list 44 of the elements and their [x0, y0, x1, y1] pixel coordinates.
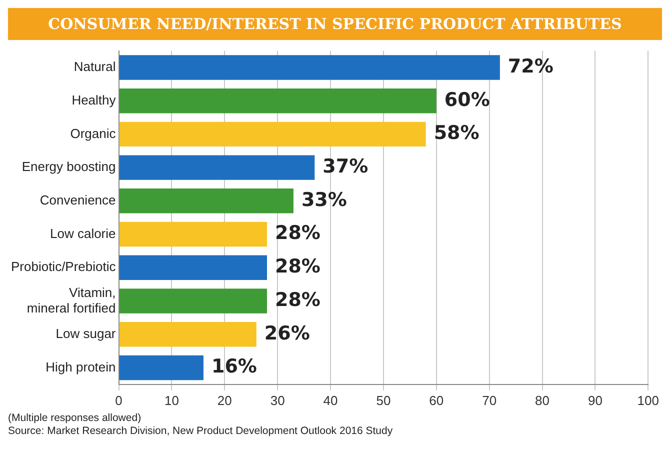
bar — [119, 88, 436, 114]
source-note: Source: Market Research Division, New Product Development Outlook 2016 Study — [8, 425, 394, 438]
y-tick-label: Convenience — [40, 192, 116, 208]
data-label: 28% — [274, 222, 320, 244]
x-tick-label: 30 — [270, 392, 285, 408]
data-label: 28% — [274, 256, 320, 278]
bar — [119, 322, 256, 347]
y-tick-label: Energy boosting — [22, 159, 116, 174]
bar — [119, 122, 426, 147]
data-label: 58% — [434, 122, 480, 144]
bar — [119, 355, 204, 380]
bar — [119, 222, 267, 247]
y-tick-label: Organic — [70, 126, 116, 141]
data-label: 26% — [264, 322, 310, 344]
y-tick-label: Low calorie — [50, 226, 116, 241]
data-label: 37% — [322, 155, 368, 178]
y-tick-label: Natural — [74, 59, 116, 74]
data-label: 33% — [301, 188, 347, 211]
bar — [119, 55, 500, 80]
text: (Multiple responses allowed) — [8, 412, 142, 425]
x-tick-label: 0 — [115, 392, 122, 408]
data-label: 16% — [211, 356, 257, 378]
x-tick-label: 70 — [482, 392, 497, 408]
data-label: 60% — [444, 88, 490, 111]
y-tick-label: Probiotic/Prebiotic — [10, 259, 116, 274]
x-tick-label: 60 — [429, 392, 444, 408]
x-tick-label: 50 — [376, 392, 391, 408]
data-label: 28% — [274, 288, 320, 311]
x-tick-label: 10 — [164, 392, 179, 408]
bar — [119, 155, 315, 180]
chart-title: CONSUMER NEED/INTEREST IN SPECIFIC PRODUCT ATTRIBUTES — [8, 8, 662, 40]
bar — [119, 188, 294, 214]
y-tick-label: High protein — [46, 359, 116, 374]
x-tick-label: 40 — [323, 392, 338, 408]
data-label: 72% — [508, 55, 554, 78]
y-tick-label: Vitamin, mineral fortified — [26, 284, 116, 316]
x-tick-label: 100 — [637, 392, 660, 408]
y-tick-label: Healthy — [72, 92, 116, 108]
bar — [119, 288, 267, 314]
x-tick-label: 80 — [535, 392, 550, 408]
x-tick-label: 20 — [217, 392, 232, 408]
x-tick-label: 90 — [588, 392, 602, 408]
bar — [119, 255, 267, 280]
y-tick-label: Low sugar — [56, 326, 116, 341]
